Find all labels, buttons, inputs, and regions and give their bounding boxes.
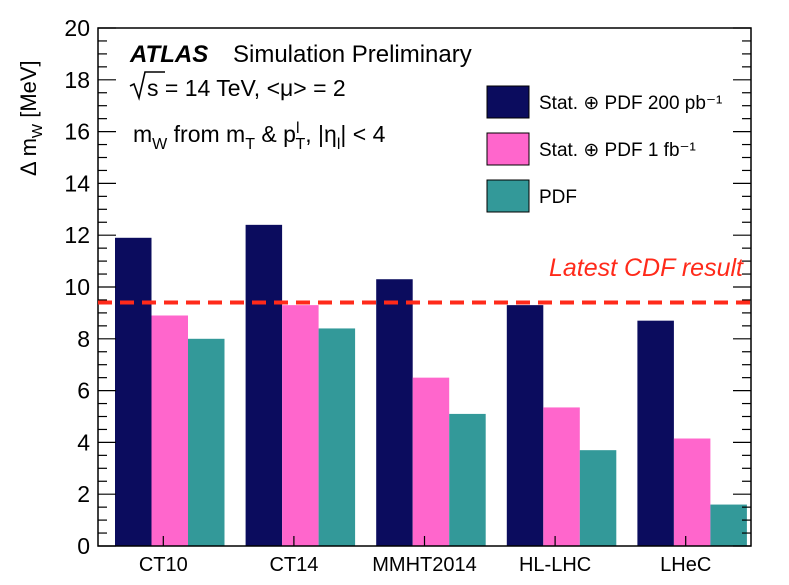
bar-mmht2014-series-2 <box>412 377 450 546</box>
sqrt-sign <box>129 71 165 101</box>
bar-lhec-series-3 <box>710 504 747 546</box>
y-tick-label: 14 <box>64 170 90 196</box>
legend-label: Stat. ⊕ PDF 1 fb⁻¹ <box>539 140 696 161</box>
legend-label: Stat. ⊕ PDF 200 pb⁻¹ <box>539 93 722 114</box>
x-tick-label: CT14 <box>269 554 318 576</box>
bar-ct10-series-3 <box>188 338 225 546</box>
axis-ticks <box>98 27 751 547</box>
bar-ct14-series-2 <box>282 305 319 546</box>
atlas-label: ATLAS <box>129 41 208 68</box>
bar-mmht2014-series-1 <box>376 279 413 546</box>
y-tick-label: 8 <box>77 326 90 352</box>
bar-mmht2014-series-3 <box>449 413 486 546</box>
legend: Stat. ⊕ PDF 200 pb⁻¹ Stat. ⊕ PDF 1 fb⁻¹ PD… <box>486 85 722 213</box>
bar-lhec-series-1 <box>637 320 674 546</box>
y-tick-label: 0 <box>77 533 90 559</box>
y-tick-label: 18 <box>64 67 90 93</box>
bar-ct10-series-1 <box>115 237 152 547</box>
legend-swatch <box>486 85 530 119</box>
bar-hl-lhc-series-2 <box>543 407 580 546</box>
y-tick-label: 4 <box>77 429 90 455</box>
bar-hl-lhc-series-1 <box>506 305 544 546</box>
y-tick-label: 2 <box>77 481 90 507</box>
bar-hl-lhc-series-3 <box>579 450 617 546</box>
legend-swatch <box>486 132 530 166</box>
y-tick-label: 16 <box>64 119 90 145</box>
svg-text:s = 14 TeV, <μ> = 2: s = 14 TeV, <μ> = 2 <box>147 75 346 101</box>
status-label: Simulation Preliminary <box>233 41 472 68</box>
y-tick-label: 10 <box>64 274 90 300</box>
legend-label: PDF <box>539 187 577 208</box>
bar-lhec-series-2 <box>673 438 711 546</box>
bars-group <box>115 224 747 547</box>
x-tick-label: MMHT2014 <box>372 554 476 576</box>
reference-line-label: Latest CDF result <box>549 254 744 282</box>
legend-swatch <box>486 179 530 213</box>
y-axis-label: Δ mW [MeV] <box>16 60 46 176</box>
y-tick-label: 20 <box>64 15 90 41</box>
y-tick-labels: 0 2 4 6 8 10 12 14 16 18 20 <box>64 15 90 559</box>
energy-label: s = 14 TeV, <μ> = 2 <box>129 71 346 101</box>
x-tick-label: CT10 <box>139 554 188 576</box>
method-label: mW from mT & pl T, |ηl| < 4 <box>133 120 386 153</box>
x-tick-label: LHeC <box>660 554 711 576</box>
bar-ct10-series-2 <box>151 315 188 546</box>
x-tick-label: HL-LHC <box>519 554 591 576</box>
bar-ct14-series-1 <box>245 224 283 546</box>
x-tick-labels: CT10 CT14 MMHT2014 HL-LHC LHeC <box>139 554 711 576</box>
bar-ct14-series-3 <box>318 328 356 546</box>
y-tick-label: 6 <box>77 378 90 404</box>
y-tick-label: 12 <box>64 222 90 248</box>
